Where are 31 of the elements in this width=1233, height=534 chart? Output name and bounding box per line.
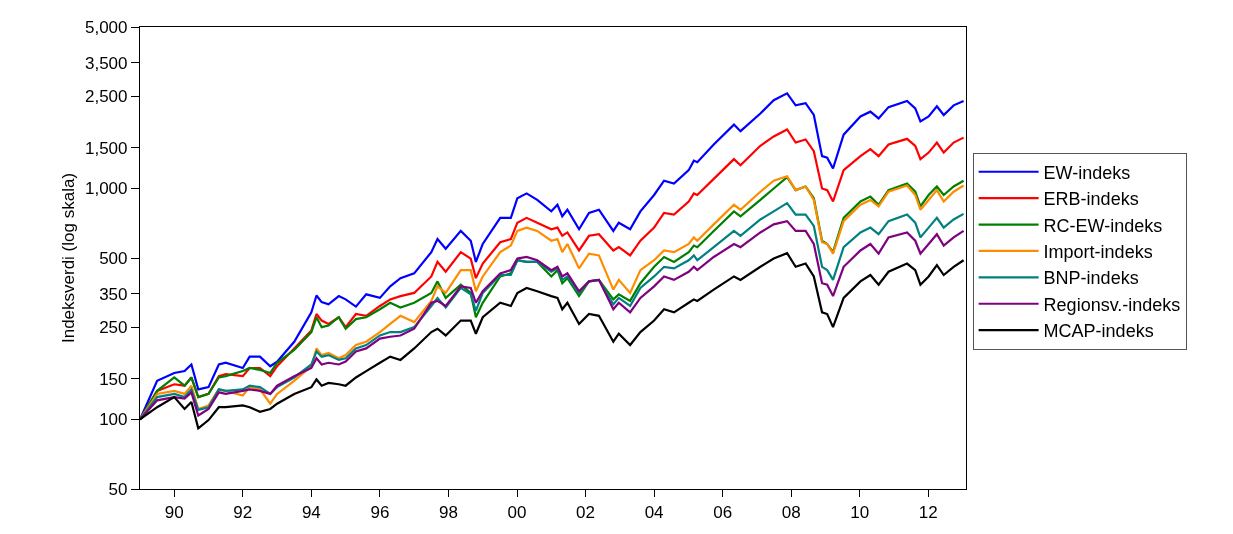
- legend-label: MCAP-indeks: [1043, 321, 1154, 342]
- legend-label: RC-EW-indeks: [1043, 215, 1163, 236]
- x-tick-label: 00: [507, 502, 527, 522]
- y-tick-label: 50: [108, 479, 128, 499]
- y-tick-label: 350: [99, 284, 128, 304]
- y-tick-label: 250: [99, 318, 128, 338]
- legend-label: EW-indeks: [1043, 162, 1131, 183]
- y-tick-label: 500: [99, 248, 128, 268]
- y-tick-label: 2,500: [84, 87, 128, 107]
- y-tick-label: 3,500: [84, 53, 128, 73]
- legend-label: Import-indeks: [1043, 241, 1153, 262]
- y-axis-title: Indeksverdi (log skala): [58, 172, 78, 344]
- x-tick-label: 06: [713, 502, 733, 522]
- y-tick-label: 5,000: [84, 17, 128, 37]
- x-tick-label: 94: [301, 502, 321, 522]
- y-tick-label: 1,500: [84, 138, 128, 158]
- x-tick-label: 02: [576, 502, 596, 522]
- legend-label: Regionsv.-indeks: [1043, 294, 1181, 315]
- x-tick-label: 92: [233, 502, 253, 522]
- x-tick-label: 10: [850, 502, 870, 522]
- legend-label: ERB-indeks: [1043, 189, 1139, 210]
- y-tick-label: 150: [99, 369, 128, 389]
- legend-label: BNP-indeks: [1043, 268, 1139, 289]
- y-tick-label: 1,000: [84, 179, 128, 199]
- x-tick-label: 98: [439, 502, 458, 522]
- x-tick-label: 96: [370, 502, 390, 522]
- x-tick-label: 90: [164, 502, 184, 522]
- y-tick-label: 100: [99, 410, 128, 430]
- x-tick-label: 08: [781, 502, 801, 522]
- x-tick-label: 12: [918, 502, 938, 522]
- x-tick-label: 04: [644, 502, 664, 522]
